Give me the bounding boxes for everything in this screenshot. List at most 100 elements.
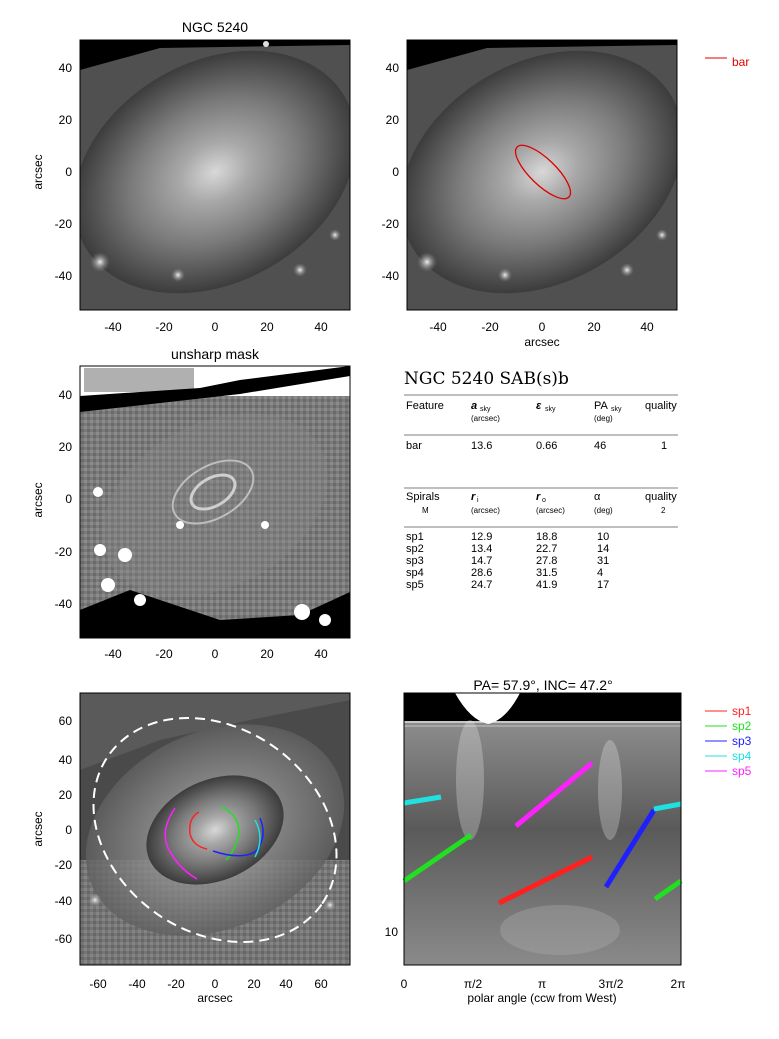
p5-ytick: -40 bbox=[55, 894, 73, 908]
p5-xtick: -40 bbox=[128, 977, 146, 991]
th-quality: quality bbox=[645, 400, 677, 412]
th-ri: r bbox=[471, 491, 476, 503]
sp5-arc bbox=[164, 807, 198, 880]
spiral-cell-ro: 27.8 bbox=[536, 555, 557, 567]
p2-ytick: 0 bbox=[392, 165, 399, 179]
spiral-cell-alpha: 14 bbox=[597, 543, 609, 555]
p6-xtick: π bbox=[538, 977, 546, 991]
th-quality2: quality bbox=[645, 491, 677, 503]
p3-xtick: -40 bbox=[104, 647, 122, 661]
p2-xtick: 40 bbox=[640, 320, 654, 334]
p3-ytick: 0 bbox=[65, 492, 72, 506]
sp4-arc bbox=[254, 819, 261, 858]
th-ro: r bbox=[536, 491, 541, 503]
spiral-cell-ro: 31.5 bbox=[536, 567, 557, 579]
sp4-line bbox=[403, 794, 442, 806]
p5-xtick: 0 bbox=[212, 977, 219, 991]
th-pa: PA bbox=[594, 400, 609, 412]
p1-xtick: 20 bbox=[260, 320, 274, 334]
p2-ytick: -20 bbox=[382, 217, 400, 231]
th-ro-sub: o bbox=[542, 497, 546, 504]
panel1-title: NGC 5240 bbox=[182, 19, 248, 35]
p2-xtick: 0 bbox=[539, 320, 546, 334]
th-ro-unit: (arcsec) bbox=[536, 506, 565, 515]
legend-label-sp5: sp5 bbox=[732, 764, 752, 778]
panel6-title: PA= 57.9°, INC= 47.2° bbox=[473, 677, 612, 693]
p1-ytick: 20 bbox=[59, 113, 73, 127]
p2-xlabel: arcsec bbox=[524, 335, 559, 349]
spiral-cell-ri: 12.9 bbox=[471, 531, 492, 543]
spiral-row: sp4 28.6 31.5 4 bbox=[406, 567, 603, 579]
spiral-cell-alpha: 31 bbox=[597, 555, 609, 567]
p5-xtick: -60 bbox=[89, 977, 107, 991]
p1-xtick: -40 bbox=[104, 320, 122, 334]
th-spirals: Spirals bbox=[406, 491, 440, 503]
panel-spiral-overlay: -60 -40 -20 0 20 40 60 arcsec 60 40 20 0… bbox=[31, 692, 351, 1005]
spiral-cell-name: sp4 bbox=[406, 567, 424, 579]
sp1-arc bbox=[188, 811, 208, 850]
sp3-line bbox=[603, 808, 657, 889]
spiral-cell-name: sp1 bbox=[406, 531, 424, 543]
p5-xtick: 60 bbox=[314, 977, 328, 991]
spiral-row: sp2 13.4 22.7 14 bbox=[406, 543, 609, 555]
p6-xtick: π/2 bbox=[464, 977, 483, 991]
p1-xtick: 0 bbox=[212, 320, 219, 334]
th-feature: Feature bbox=[406, 400, 444, 412]
spiral-cell-ri: 28.6 bbox=[471, 567, 492, 579]
sp4-line-wrap bbox=[653, 801, 682, 812]
p2-xtick: -20 bbox=[481, 320, 499, 334]
p3-ytick: 40 bbox=[59, 388, 73, 402]
table-title: NGC 5240 SAB(s)b bbox=[404, 369, 569, 389]
legend-label-sp2: sp2 bbox=[732, 719, 752, 733]
spiral-cell-ro: 22.7 bbox=[536, 543, 557, 555]
parameter-table: NGC 5240 SAB(s)b Feature a sky (arcsec) … bbox=[404, 369, 678, 591]
p2-ytick: 20 bbox=[386, 113, 400, 127]
th-a: a bbox=[471, 400, 477, 412]
p1-xtick: 40 bbox=[314, 320, 328, 334]
bar-row-a: 13.6 bbox=[471, 440, 492, 452]
spiral-cell-alpha: 10 bbox=[597, 531, 609, 543]
bar-row-quality: 1 bbox=[661, 440, 667, 452]
bar-ellipse bbox=[514, 144, 572, 200]
spiral-cell-ri: 24.7 bbox=[471, 579, 492, 591]
panel-galaxy-image: NGC 5240 -40 -20 0 20 40 40 20 0 -20 -40… bbox=[31, 19, 351, 334]
p5-ytick: -20 bbox=[55, 858, 73, 872]
p3-ytick: 20 bbox=[59, 440, 73, 454]
spiral-row: sp1 12.9 18.8 10 bbox=[406, 531, 609, 543]
p3-ylabel: arcsec bbox=[31, 482, 45, 517]
p5-ytick: 20 bbox=[59, 788, 73, 802]
p3-xtick: -20 bbox=[155, 647, 173, 661]
p1-ytick: -20 bbox=[55, 217, 73, 231]
sp3-arc bbox=[212, 817, 264, 857]
p5-ytick: 40 bbox=[59, 753, 73, 767]
spiral-cell-name: sp2 bbox=[406, 543, 424, 555]
legend-label-sp1: sp1 bbox=[732, 704, 752, 718]
p5-xtick: 20 bbox=[247, 977, 261, 991]
p5-xlabel: arcsec bbox=[197, 991, 232, 1005]
p3-xtick: 20 bbox=[260, 647, 274, 661]
spiral-cell-name: sp5 bbox=[406, 579, 424, 591]
panel3-title: unsharp mask bbox=[171, 346, 260, 362]
spiral-cell-ro: 41.9 bbox=[536, 579, 557, 591]
sp2-line bbox=[402, 832, 473, 884]
spiral-cell-alpha: 4 bbox=[597, 567, 603, 579]
p6-ytick: 10 bbox=[385, 925, 399, 939]
disk-outline bbox=[92, 717, 338, 943]
p6-xlabel: polar angle (ccw from West) bbox=[467, 991, 616, 1005]
th-pa-unit: (deg) bbox=[594, 414, 613, 423]
p3-xtick: 40 bbox=[314, 647, 328, 661]
p5-ytick: -60 bbox=[55, 932, 73, 946]
th-a-sub: sky bbox=[480, 406, 491, 413]
th-quality2-val: 2 bbox=[661, 506, 666, 515]
panel-unsharp-mask: unsharp mask -40 -20 0 20 40 40 20 bbox=[31, 346, 351, 661]
p2-xtick: 20 bbox=[587, 320, 601, 334]
p1-ytick: -40 bbox=[55, 269, 73, 283]
spiral-row: sp3 14.7 27.8 31 bbox=[406, 555, 609, 567]
p1-ytick: 0 bbox=[65, 165, 72, 179]
sp1-line bbox=[497, 854, 594, 906]
th-a-unit: (arcsec) bbox=[471, 414, 500, 423]
p6-xtick: 0 bbox=[401, 977, 408, 991]
p2-xtick: -40 bbox=[429, 320, 447, 334]
th-ri-unit: (arcsec) bbox=[471, 506, 500, 515]
legend-label-sp4: sp4 bbox=[732, 749, 752, 763]
